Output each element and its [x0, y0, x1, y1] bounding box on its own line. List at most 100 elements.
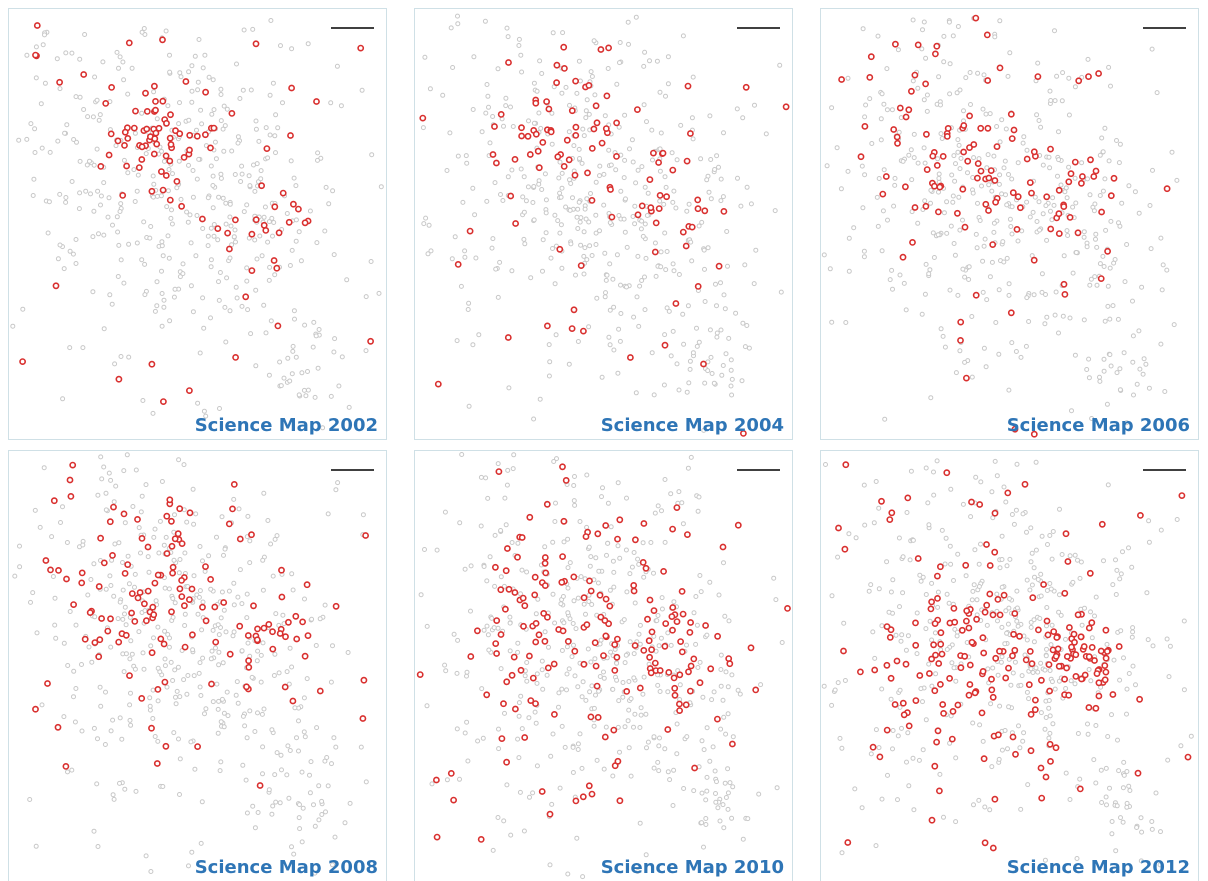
gray-dot	[722, 306, 728, 312]
gray-dot	[718, 652, 724, 658]
gray-dot	[670, 199, 676, 205]
red-dot	[988, 686, 996, 694]
red-dot	[252, 40, 260, 48]
gray-dot	[557, 230, 563, 236]
gray-dot	[905, 633, 911, 639]
gray-dot	[564, 671, 570, 677]
gray-dot	[861, 482, 867, 488]
gray-dot	[108, 644, 114, 650]
gray-dot	[575, 684, 581, 690]
gray-dot	[238, 179, 244, 184]
gray-dot	[147, 695, 153, 701]
gray-dot	[1100, 188, 1106, 194]
gray-dot	[1040, 162, 1046, 168]
gray-dot	[577, 731, 583, 737]
gray-dot	[129, 65, 135, 71]
gray-dot	[536, 110, 542, 116]
gray-dot	[718, 327, 724, 333]
gray-dot	[626, 745, 632, 751]
gray-dot	[955, 24, 961, 29]
red-dot	[989, 844, 997, 852]
gray-dot	[1126, 545, 1131, 551]
red-dot	[1101, 676, 1109, 684]
gray-dot	[594, 757, 600, 763]
gray-dot	[644, 119, 649, 125]
gray-dot	[901, 280, 907, 286]
gray-dot	[733, 310, 739, 316]
gray-dot	[905, 730, 911, 736]
gray-dot	[1013, 507, 1019, 513]
red-dot	[151, 135, 159, 143]
gray-dot	[870, 629, 876, 635]
red-dot	[81, 635, 89, 643]
gray-dot	[1047, 581, 1053, 586]
gray-dot	[637, 622, 643, 628]
red-dot	[986, 590, 994, 598]
gray-dot	[1030, 209, 1036, 215]
gray-dot	[1032, 574, 1037, 580]
gray-dot	[531, 80, 537, 86]
gray-dot	[221, 607, 227, 613]
gray-dot	[704, 788, 710, 794]
red-dot	[651, 659, 659, 667]
gray-dot	[519, 69, 525, 75]
red-dot	[1009, 652, 1016, 660]
gray-dot	[508, 104, 513, 110]
red-dot	[1055, 662, 1063, 670]
red-dot	[1136, 695, 1143, 703]
gray-dot	[260, 771, 265, 777]
red-dot	[902, 113, 910, 121]
gray-dot	[495, 815, 501, 820]
gray-dot	[346, 404, 352, 410]
red-dot	[114, 137, 122, 145]
red-dot	[275, 229, 283, 237]
gray-dot	[717, 818, 723, 824]
red-dot	[989, 693, 997, 701]
gray-dot	[615, 543, 621, 549]
gray-dot	[994, 124, 1000, 129]
gray-dot	[748, 201, 754, 207]
red-dot	[143, 108, 151, 115]
gray-dot	[1103, 765, 1109, 771]
gray-dot	[150, 410, 156, 416]
gray-dot	[738, 203, 744, 209]
gray-dot	[200, 295, 206, 301]
gray-dot	[189, 63, 195, 69]
gray-dot	[947, 61, 953, 67]
gray-dot	[1023, 343, 1029, 349]
gray-dot	[631, 651, 637, 657]
red-dot	[588, 144, 596, 152]
gray-dot	[1124, 800, 1130, 806]
red-dot	[1088, 619, 1096, 627]
gray-dot	[158, 193, 164, 199]
red-dot	[931, 687, 939, 695]
gray-dot	[299, 370, 305, 376]
red-dot	[1023, 155, 1031, 163]
red-dot	[602, 632, 610, 640]
gray-dot	[966, 277, 972, 282]
gray-dot	[81, 107, 87, 112]
red-dot	[32, 51, 39, 59]
red-dot	[108, 84, 115, 91]
gray-dot	[821, 252, 827, 258]
gray-dot	[584, 97, 590, 103]
gray-dot	[492, 180, 498, 186]
red-dot	[957, 336, 964, 344]
gray-dot	[773, 597, 779, 603]
gray-dot	[586, 111, 592, 117]
gray-dot	[502, 495, 508, 501]
red-dot	[161, 678, 169, 686]
gray-dot	[1050, 529, 1056, 534]
gray-dot	[163, 534, 169, 540]
gray-dot	[694, 622, 700, 628]
gray-dot	[307, 790, 313, 796]
red-dot	[662, 620, 670, 627]
gray-dot	[231, 496, 237, 502]
red-dot	[91, 639, 99, 646]
red-dot	[98, 615, 105, 622]
gray-dot	[143, 482, 149, 488]
red-dot	[517, 666, 525, 674]
red-dot	[477, 836, 485, 843]
gray-dot	[215, 237, 221, 243]
gray-dot	[486, 104, 491, 110]
